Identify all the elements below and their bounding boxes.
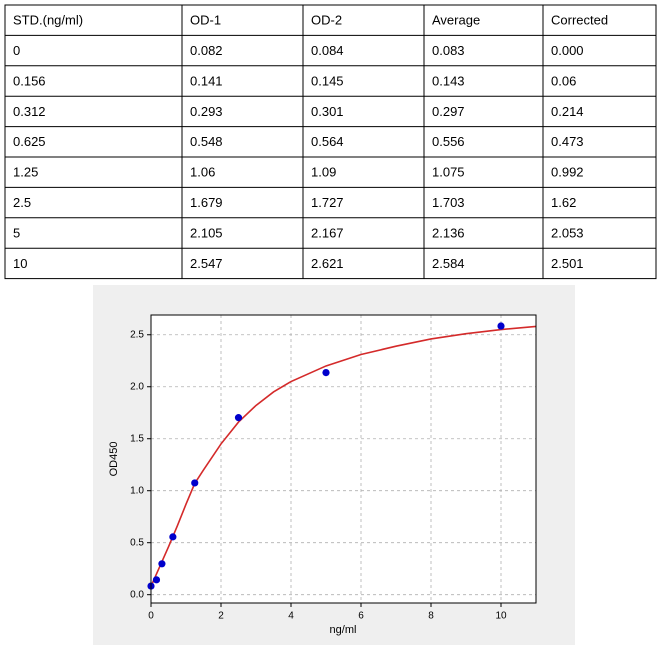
table-cell: 0.083 — [432, 43, 465, 58]
x-tick-label: 0 — [148, 611, 154, 622]
x-tick-label: 6 — [358, 611, 364, 622]
table-cell: 2.136 — [432, 225, 465, 240]
y-tick-label: 1.0 — [130, 485, 144, 496]
table-cell: 2.584 — [432, 256, 465, 271]
table-cell: 5 — [13, 225, 20, 240]
table-cell: 1.679 — [190, 195, 223, 210]
table-cell: 1.06 — [190, 165, 215, 180]
table-cell: 0.297 — [432, 104, 465, 119]
table-cell: 0 — [13, 43, 20, 58]
x-tick-label: 8 — [428, 611, 434, 622]
data-point — [152, 576, 161, 584]
data-point — [322, 369, 330, 377]
y-tick-label: 2.0 — [130, 381, 144, 392]
table-cell: 2.105 — [190, 225, 223, 240]
x-axis-label: ng/ml — [330, 624, 357, 636]
table: STD.(ng/ml) OD-1 OD-2 Average Corrected 0 0.08… — [4, 4, 657, 280]
table-cell: 0.156 — [13, 73, 46, 88]
table-cell: 0.548 — [190, 134, 223, 149]
table-cell: 0.214 — [551, 104, 584, 119]
table-cell: 2.501 — [551, 256, 584, 271]
x-tick-label: 10 — [495, 611, 507, 622]
y-tick-label: 1.5 — [130, 433, 144, 444]
y-tick-label: 0.5 — [130, 537, 144, 548]
table-cell: 1.62 — [551, 195, 576, 210]
plot-area — [151, 315, 536, 603]
data-point — [234, 414, 243, 422]
table-cell: 1.075 — [432, 165, 465, 180]
table-cell: 2.621 — [311, 256, 344, 271]
table-cell: 0.301 — [311, 104, 344, 119]
table-cell: 0.293 — [190, 104, 223, 119]
grid — [150, 315, 536, 603]
table-cell: 0.082 — [190, 43, 223, 58]
table-cell: 0.625 — [13, 134, 46, 149]
table-cell: 2.547 — [190, 256, 223, 271]
y-axis-label: OD450 — [108, 442, 120, 477]
table-cell: 0.143 — [432, 73, 465, 88]
fit-curve — [150, 325, 537, 587]
plot — [147, 322, 537, 590]
table-cell: 1.25 — [13, 165, 38, 180]
table-cell: 0.312 — [13, 104, 46, 119]
table-border — [4, 4, 657, 280]
plot-frame — [150, 314, 537, 604]
table-cell: 2.167 — [311, 225, 344, 240]
table-cell: 1.727 — [311, 195, 344, 210]
header-cell: OD-2 — [311, 13, 342, 28]
data-point — [158, 560, 166, 568]
data-point — [497, 322, 505, 330]
table-cell: 2.5 — [13, 195, 31, 210]
table-cell: 10 — [13, 256, 27, 271]
y-tick-label: 0.0 — [130, 589, 144, 600]
table-cell: 0.564 — [311, 134, 344, 149]
table-cell: 0.145 — [311, 73, 344, 88]
data-point — [169, 533, 177, 541]
table-cell: 1.703 — [432, 195, 465, 210]
table-cell: 2.053 — [551, 225, 584, 240]
table-cell: 0.992 — [551, 165, 584, 180]
header-cell: OD-1 — [190, 13, 221, 28]
table-cell: 1.09 — [311, 165, 336, 180]
table-cell: 0.000 — [551, 43, 584, 58]
table-cell: 0.473 — [551, 134, 584, 149]
data-point — [191, 479, 199, 487]
table-cell: 0.084 — [311, 43, 344, 58]
y-tick-label: 2.5 — [130, 329, 144, 340]
table-cell: 0.141 — [190, 73, 223, 88]
x-tick-label: 2 — [218, 611, 224, 622]
table-cell: 0.556 — [432, 134, 465, 149]
table-cell: 0.06 — [551, 73, 576, 88]
header-cell: Corrected — [551, 13, 608, 28]
header-cell: STD.(ng/ml) — [13, 13, 83, 28]
header-cell: Average — [432, 13, 480, 28]
x-tick-label: 4 — [288, 611, 294, 622]
